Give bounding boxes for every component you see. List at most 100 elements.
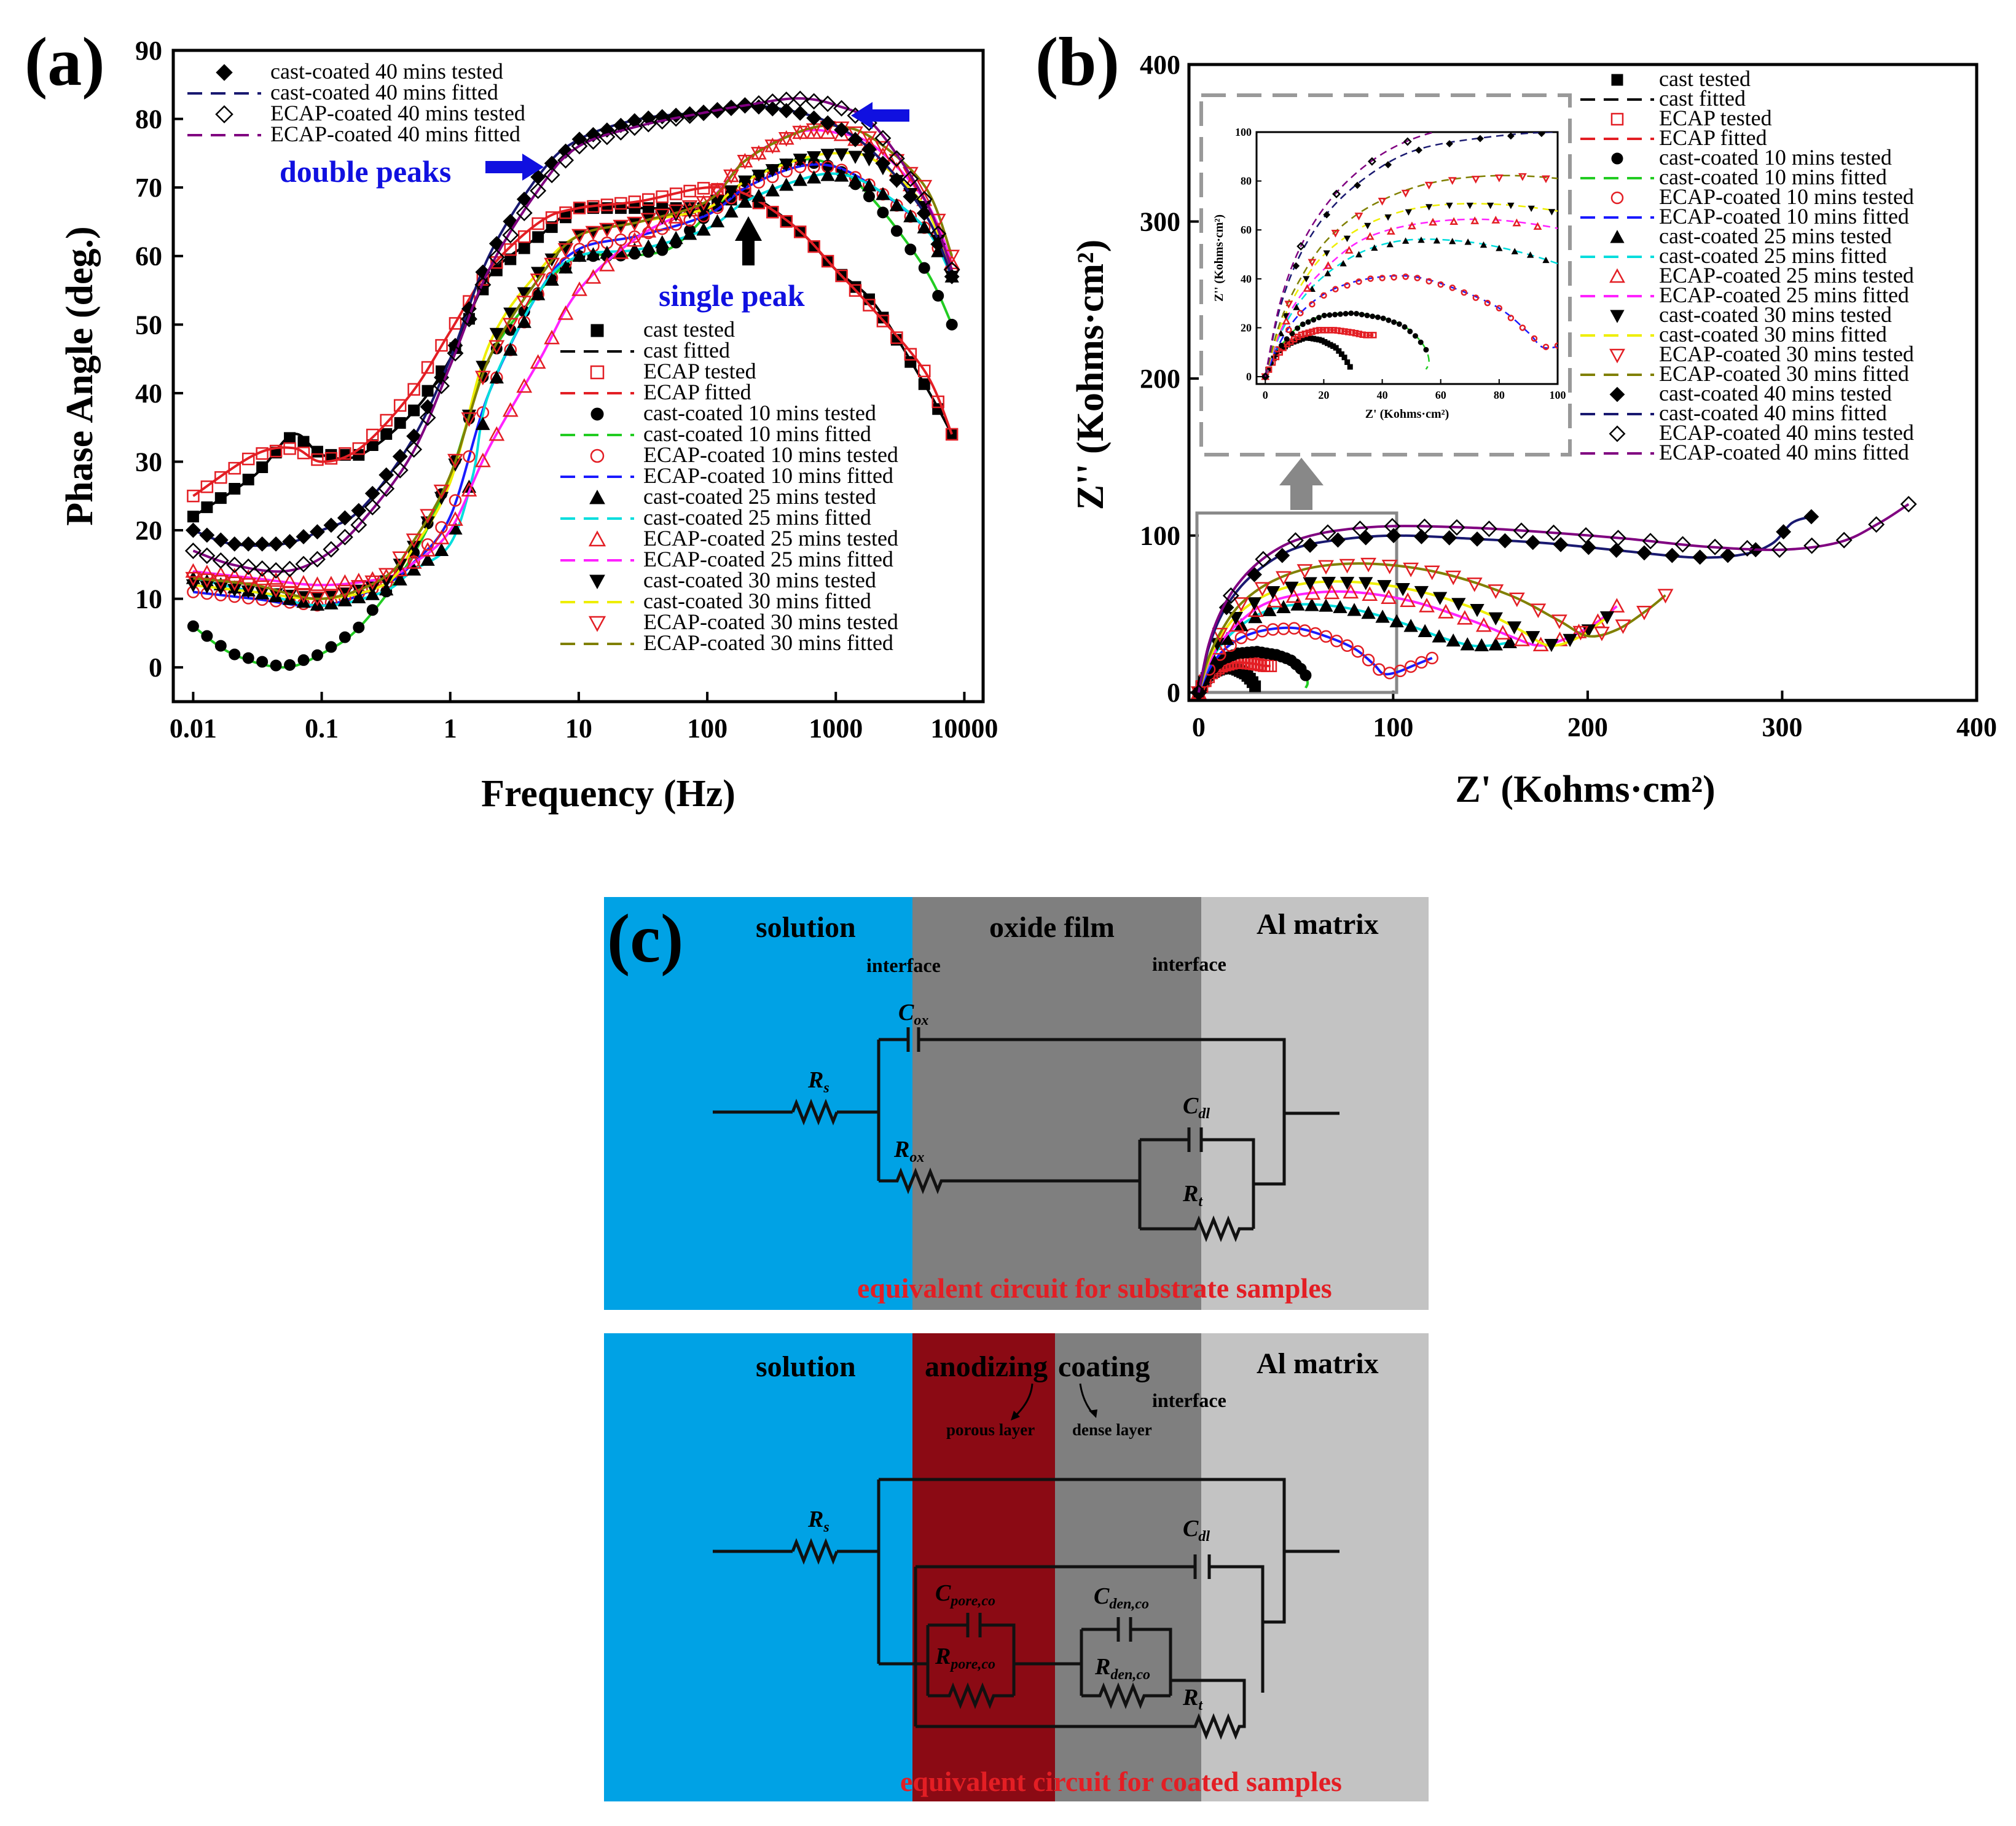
a-legend-label: cast-coated 40 mins tested [270,59,503,84]
b-data-point [1572,625,1589,641]
b-data-point [1303,577,1317,590]
a-data-point [682,106,698,122]
a-legend-marker [590,324,604,337]
a-data-point [640,222,657,238]
a-data-point [654,112,671,130]
b-fit-line [1197,562,1666,693]
a-data-point [904,348,917,361]
inset-data-point [1370,332,1377,339]
b-data-point [1330,532,1346,548]
b-data-point [1290,597,1305,611]
a-data-point [461,412,477,427]
a-data-point [902,170,919,187]
a-data-point [791,90,809,108]
a-data-point [474,452,491,468]
top-matrix-label: Al matrix [1257,908,1379,941]
inset-data-point [1542,343,1550,350]
b-series [1192,622,1438,699]
panel-b-letter: (b) [1035,24,1120,100]
a-legend-label: cast-coated 10 mins tested [643,401,876,425]
panel-a: (a) 0.01 0.1 1 10 100 1000 10000 0 10 20 30 40 50 60 7… [25,24,998,815]
b-data-point [1222,587,1239,604]
inset-xtick-label: 20 [1318,389,1329,401]
inset-data-point [1261,372,1270,382]
bottom-coating-label: coating [1058,1350,1150,1383]
a-data-point [807,170,822,184]
a-data-point [876,315,890,327]
top-rox-label: Rox [893,1137,924,1166]
b-data-point [1389,614,1404,628]
a-data-point [532,231,544,243]
a-data-point [268,583,284,598]
inset-data-point [1472,294,1480,301]
b-data-point [1324,584,1340,600]
a-data-point [780,215,793,228]
a-data-point [723,100,740,117]
b-legend-label: ECAP-coated 10 mins tested [1659,184,1914,209]
plot-a-data [184,90,960,672]
inset-data-point [1396,321,1402,327]
a-data-point [297,447,310,460]
a-data-point [918,378,930,390]
b-data-point [1594,627,1610,641]
a-ytick-label: 40 [135,378,162,409]
a-ytick-label: 80 [135,104,162,135]
inset-data-point [1507,315,1515,321]
a-data-point [296,589,312,604]
bottom-rs-label: Rs [807,1507,830,1535]
a-data-point [543,167,560,184]
a-data-point [364,575,381,590]
b-series [1190,557,1674,701]
a-data-point [502,318,519,333]
top-solution-label: solution [756,911,856,944]
a-data-point [476,417,490,430]
b-data-point [1441,530,1457,546]
inset-data-point [1403,137,1412,146]
b-legend-marker [1609,386,1625,402]
top-solution-region [604,897,912,1310]
inset-data-point [1426,278,1432,285]
b-data-point [1615,619,1631,634]
a-data-point [932,289,944,302]
inset-data-point [1386,241,1394,248]
b-data-point [1610,530,1627,547]
a-data-point [185,571,202,587]
b-data-point [1599,611,1615,625]
a-data-point [213,532,229,548]
a-data-point [366,439,378,451]
b-data-point [1274,547,1290,563]
b-data-point [1343,584,1359,599]
a-data-point [779,159,794,172]
a-data-point [834,148,849,162]
b-data-point [1254,582,1271,597]
b-data-point [1218,600,1234,616]
a-data-point [766,206,779,219]
inset-data-point [1412,333,1418,339]
inset-data-point [1332,189,1341,198]
a-legend-marker [216,64,233,81]
inset-data-point [1300,321,1306,327]
a-data-point [640,116,657,133]
b-data-point [1300,669,1312,681]
b-data-point [1426,651,1438,665]
inset-dashed-frame [1199,93,1572,456]
a-ytick-label: 0 [149,652,162,683]
a-data-point [379,582,394,596]
a-data-point [834,168,849,182]
a-data-point [557,305,574,320]
inset-data-point [1511,248,1518,254]
a-data-point [654,216,670,231]
inset-data-point [1384,161,1392,168]
a-data-point [419,409,436,426]
a-data-point [861,141,877,157]
inset-data-point [1354,213,1363,221]
zoom-region-box [1195,511,1398,694]
b-legend-marker [1609,268,1625,283]
b-data-point [1513,522,1530,539]
b-data-point [1664,547,1680,563]
inset-data-point [1297,310,1304,316]
porous-pointer-icon [1014,1383,1033,1417]
a-data-point [228,461,241,475]
